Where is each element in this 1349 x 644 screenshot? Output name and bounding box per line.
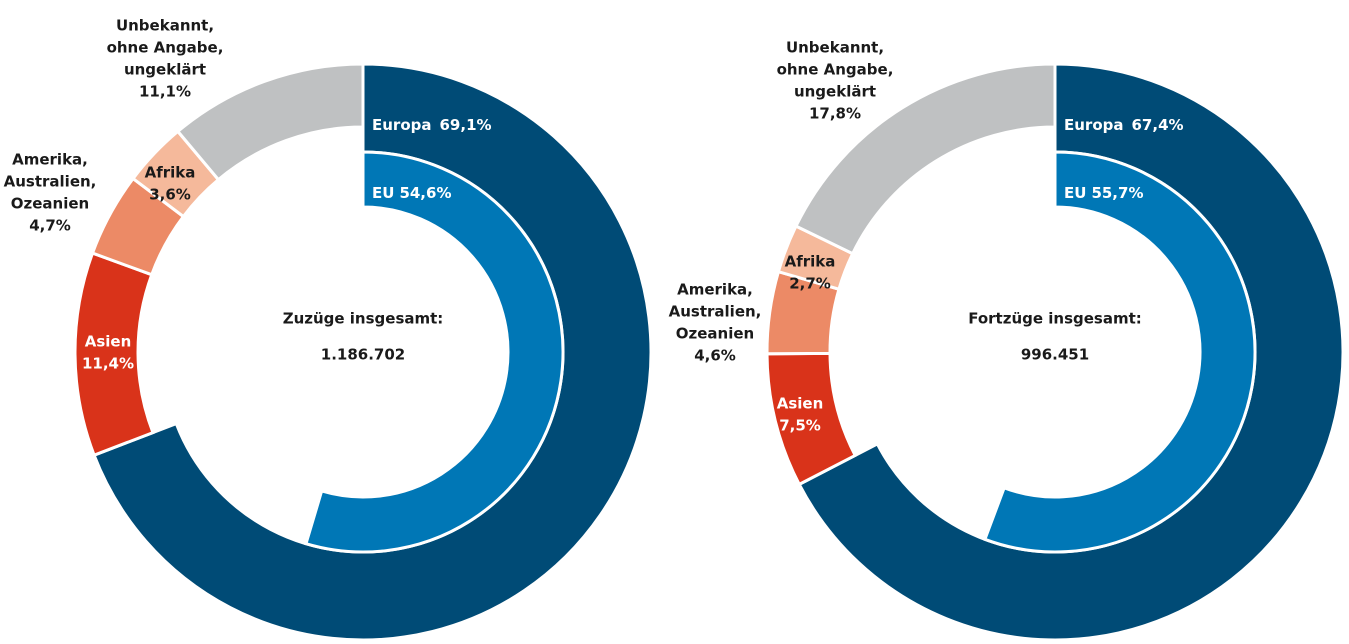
category-name: Afrika [785, 253, 836, 271]
inner-slice [304, 150, 565, 554]
category-name: Ozeanien [11, 195, 89, 213]
center-value: 996.451 [1021, 346, 1089, 364]
value-label: 17,8% [809, 105, 861, 123]
category-name: Europa [372, 116, 432, 134]
inner-value-label: 54,6% [399, 184, 451, 202]
category-name: Australien, [669, 303, 762, 321]
value-label: 2,7% [789, 275, 831, 293]
inner-label: EU 54,6% [372, 184, 451, 202]
category-name: Amerika, [677, 281, 753, 299]
category-name: ohne Angabe, [777, 61, 894, 79]
category-name: Australien, [4, 173, 97, 191]
category-name: Ozeanien [676, 325, 754, 343]
slice [793, 62, 1057, 256]
value-label: 4,6% [694, 347, 736, 365]
category-name: Afrika [145, 164, 196, 182]
category-name: ohne Angabe, [107, 39, 224, 57]
value-label: 11,4% [82, 355, 134, 373]
value-label: 67,4% [1132, 116, 1184, 134]
slice-label: Europa 67,4% [1064, 116, 1184, 134]
value-label: 4,7% [29, 217, 71, 235]
category-name: Amerika, [12, 151, 88, 169]
center-title: Zuzüge insgesamt: [283, 310, 444, 328]
category-name: Asien [777, 395, 824, 413]
category-name: Europa [1064, 116, 1124, 134]
inner-name: EU [1064, 184, 1086, 202]
value-label: 69,1% [440, 116, 492, 134]
center-value: 1.186.702 [321, 346, 405, 364]
value-label: 11,1% [139, 83, 191, 101]
inner-label: EU 55,7% [1064, 184, 1143, 202]
slice [175, 62, 365, 182]
value-label: 3,6% [149, 186, 191, 204]
category-name: ungeklärt [124, 61, 206, 79]
category-name: Unbekannt, [116, 17, 214, 35]
slice-label: Europa 69,1% [372, 116, 492, 134]
inner-slice [982, 150, 1257, 554]
category-name: ungeklärt [794, 83, 876, 101]
center-title: Fortzüge insgesamt: [968, 310, 1142, 328]
category-name: Asien [85, 333, 132, 351]
inner-name: EU [372, 184, 394, 202]
inner-value-label: 55,7% [1091, 184, 1143, 202]
value-label: 7,5% [779, 417, 821, 435]
category-name: Unbekannt, [786, 39, 884, 57]
